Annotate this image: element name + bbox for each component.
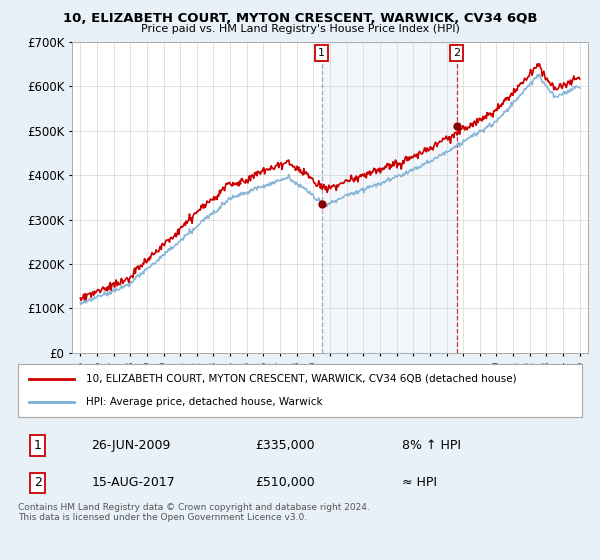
Text: ≈ HPI: ≈ HPI — [401, 477, 437, 489]
Text: Price paid vs. HM Land Registry's House Price Index (HPI): Price paid vs. HM Land Registry's House … — [140, 24, 460, 34]
Text: £335,000: £335,000 — [255, 439, 314, 452]
Text: Contains HM Land Registry data © Crown copyright and database right 2024.
This d: Contains HM Land Registry data © Crown c… — [18, 503, 370, 522]
Text: 1: 1 — [34, 439, 41, 452]
Text: 2: 2 — [453, 48, 460, 58]
Text: 15-AUG-2017: 15-AUG-2017 — [91, 477, 175, 489]
Text: £510,000: £510,000 — [255, 477, 314, 489]
Bar — [322, 42, 457, 353]
Text: 26-JUN-2009: 26-JUN-2009 — [91, 439, 170, 452]
Text: 1: 1 — [318, 48, 325, 58]
Text: 8% ↑ HPI: 8% ↑ HPI — [401, 439, 461, 452]
Text: 2: 2 — [34, 477, 41, 489]
Text: 10, ELIZABETH COURT, MYTON CRESCENT, WARWICK, CV34 6QB (detached house): 10, ELIZABETH COURT, MYTON CRESCENT, WAR… — [86, 374, 517, 384]
Text: HPI: Average price, detached house, Warwick: HPI: Average price, detached house, Warw… — [86, 397, 322, 407]
Text: 10, ELIZABETH COURT, MYTON CRESCENT, WARWICK, CV34 6QB: 10, ELIZABETH COURT, MYTON CRESCENT, WAR… — [63, 12, 537, 25]
